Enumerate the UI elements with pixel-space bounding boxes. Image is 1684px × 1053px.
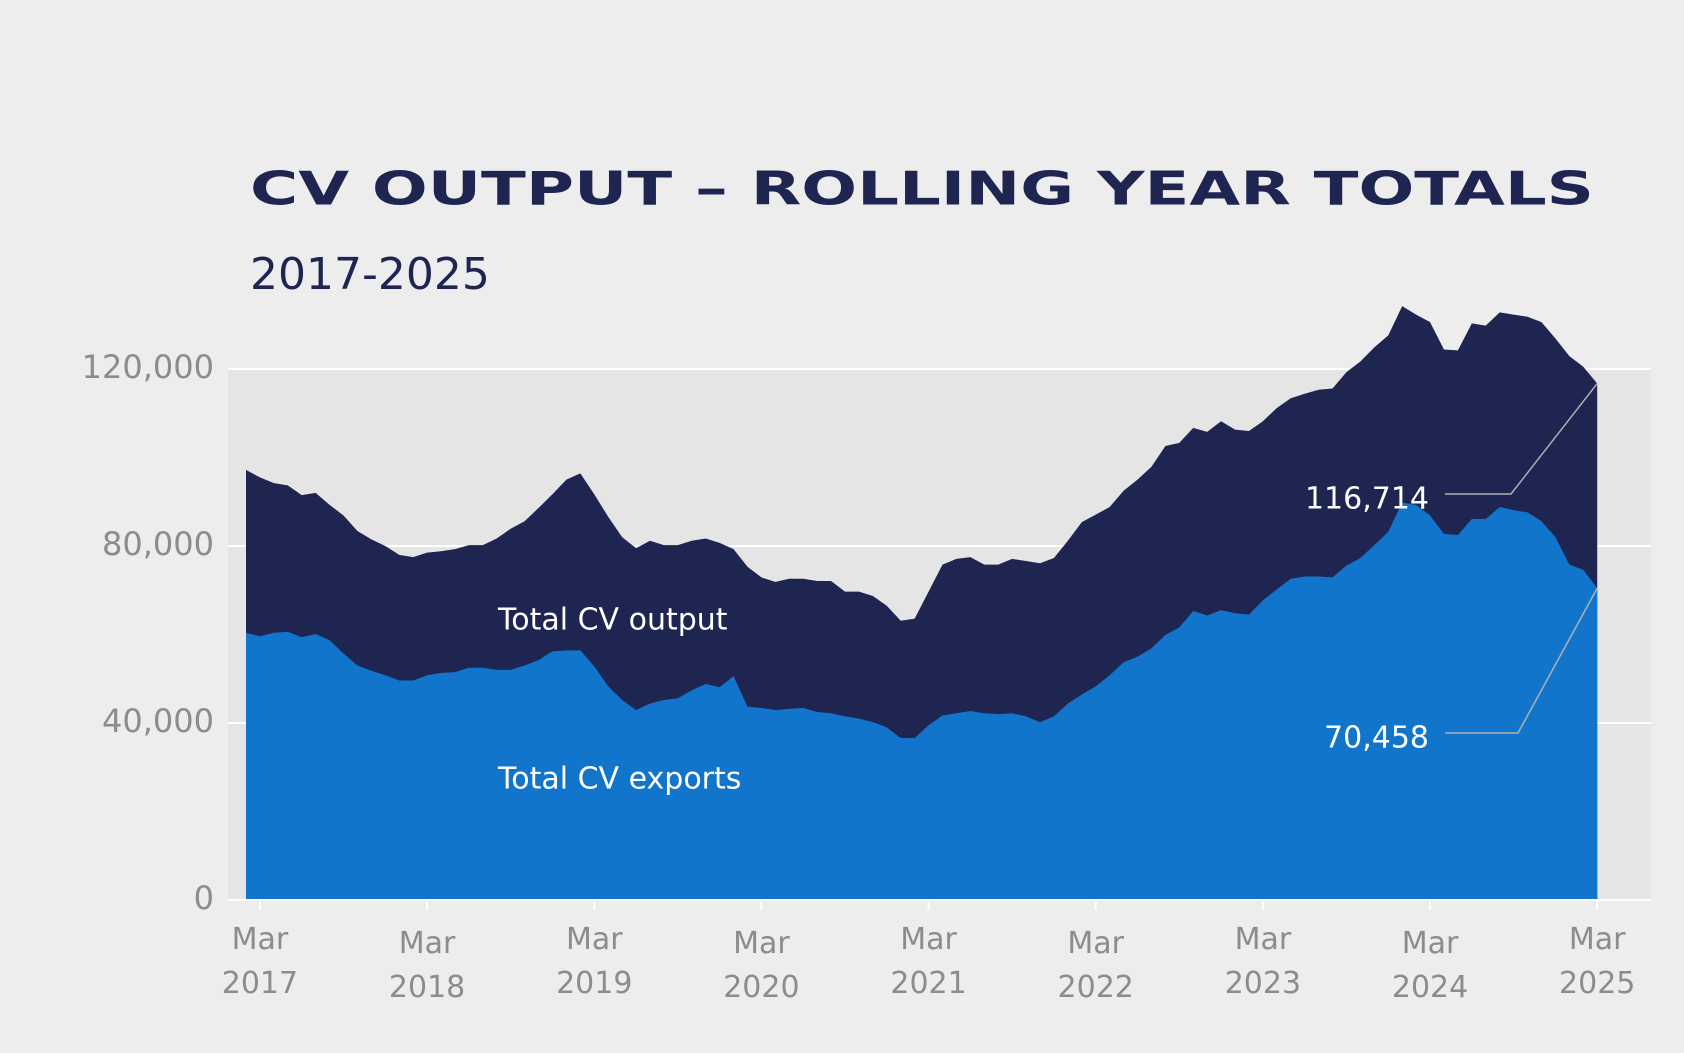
y-tick-label: 0	[194, 879, 214, 917]
chart-subtitle: 2017-2025	[250, 249, 490, 300]
x-tick-label: Mar 2021	[890, 922, 967, 1001]
x-tick-label: Mar 2025	[1559, 922, 1636, 1001]
x-tick-label: Mar 2022	[1057, 926, 1134, 1005]
series-label: Total CV output	[497, 603, 728, 638]
series-label: Total CV exports	[497, 762, 741, 797]
area	[246, 502, 1598, 900]
chart-title: CV OUTPUT – ROLLING YEAR TOTALS	[250, 162, 1594, 216]
y-tick-label: 80,000	[102, 525, 214, 563]
x-tick-label: Mar 2024	[1391, 926, 1469, 1005]
x-tick-label: Mar 2023	[1224, 922, 1302, 1001]
x-tick-label: Mar 2020	[723, 926, 800, 1005]
y-tick-label: 40,000	[102, 702, 214, 740]
end-label: 70,458	[1324, 721, 1429, 756]
x-tick-label: Mar 2018	[388, 926, 466, 1005]
end-label: 116,714	[1305, 482, 1429, 517]
leader-line	[1445, 587, 1598, 734]
leader-line	[1445, 383, 1598, 495]
x-tick-label: Mar 2017	[221, 922, 299, 1001]
x-tick-label: Mar 2019	[556, 922, 633, 1001]
y-tick-label: 120,000	[82, 348, 214, 386]
